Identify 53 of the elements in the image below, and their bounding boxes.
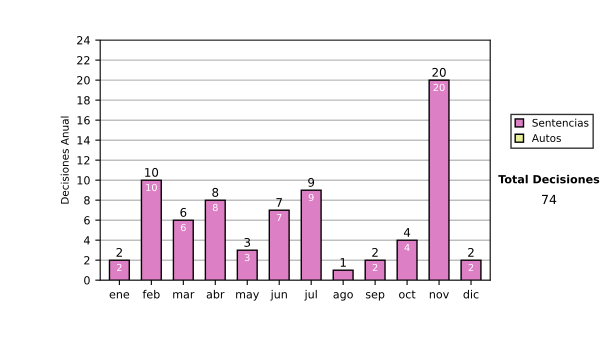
total-label: 6 xyxy=(180,208,186,217)
data-label: 4 xyxy=(404,244,410,252)
y-tick-label: 4 xyxy=(84,236,90,244)
total-label: 10 xyxy=(145,168,158,177)
legend-label: Autos xyxy=(532,134,561,142)
data-label: 2 xyxy=(117,264,122,272)
y-tick-label: 14 xyxy=(78,136,90,144)
y-tick-label: 12 xyxy=(78,156,90,164)
data-label: 6 xyxy=(180,224,186,232)
x-tick-label: dic xyxy=(464,290,478,298)
y-tick-label: 20 xyxy=(77,76,90,85)
x-tick-label: nov xyxy=(430,292,449,298)
data-label: 9 xyxy=(308,194,314,202)
data-label: 20 xyxy=(434,84,445,92)
x-tick-label: jul xyxy=(304,290,317,301)
y-tick-label: 2 xyxy=(84,256,90,264)
y-tick-label: 16 xyxy=(78,116,90,125)
x-tick-label: mar xyxy=(173,292,194,298)
y-tick-label: 6 xyxy=(84,216,90,225)
total-label: 7 xyxy=(276,198,282,207)
total-label: 20 xyxy=(432,68,446,77)
y-tick-label: 8 xyxy=(84,196,90,205)
total-label: 9 xyxy=(308,178,314,187)
x-tick-label: feb xyxy=(142,290,160,298)
x-tick-label: may xyxy=(236,292,260,301)
total-label: 1 xyxy=(340,258,346,267)
x-tick-label: oct xyxy=(399,290,416,298)
x-tick-label: sep xyxy=(366,292,384,301)
x-tick-label: ago xyxy=(333,292,353,301)
total-label: 4 xyxy=(404,228,410,237)
text: Total Decisiones xyxy=(498,174,600,184)
y-tick-label: 24 xyxy=(77,36,90,44)
total-label: 2 xyxy=(116,248,122,257)
data-label: 2 xyxy=(372,264,378,272)
data-label: 2 xyxy=(468,264,474,272)
data-label: 8 xyxy=(212,204,218,212)
x-tick-label: ene xyxy=(110,292,130,298)
total-label: 2 xyxy=(372,248,378,257)
legend-label: Sentencias xyxy=(532,118,588,127)
text: 74 xyxy=(542,194,556,204)
data-label: 10 xyxy=(146,184,157,192)
y-tick-label: 10 xyxy=(78,176,90,185)
y-tick-label: 18 xyxy=(78,96,90,105)
y-tick-label: 0 xyxy=(84,276,90,285)
total-label: 2 xyxy=(468,248,474,257)
total-label: 8 xyxy=(212,188,218,197)
x-tick-label: abr xyxy=(206,290,224,298)
data-label: 3 xyxy=(244,254,250,262)
data-label: 7 xyxy=(276,214,282,222)
x-tick-label: jun xyxy=(270,290,287,301)
y-axis-title: Decisiones Anual xyxy=(60,116,69,204)
y-tick-label: 22 xyxy=(77,56,90,64)
total-label: 3 xyxy=(244,238,250,247)
